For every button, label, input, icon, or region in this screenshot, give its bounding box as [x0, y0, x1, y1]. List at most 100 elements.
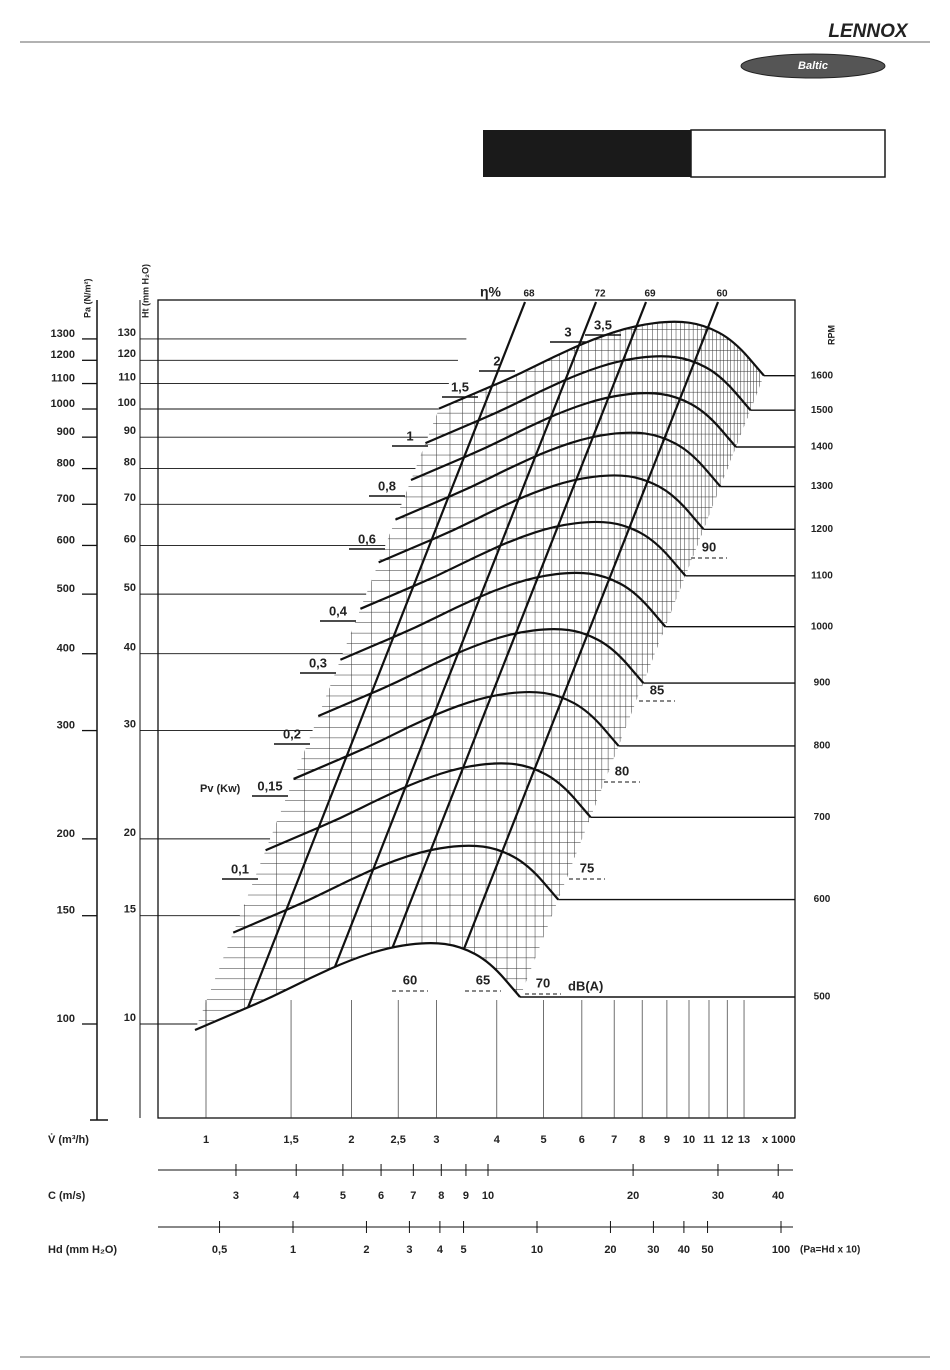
hd-note: (Pa=Hd x 10)	[800, 1245, 860, 1256]
hd-tick-label: 20	[604, 1244, 616, 1256]
power-label: Pv (Kw)	[200, 783, 241, 795]
pa-tick-label: 1300	[51, 328, 75, 340]
rpm-value: 1100	[811, 570, 833, 581]
noise-value: 85	[650, 682, 664, 697]
c-tick-label: 4	[293, 1190, 300, 1202]
x-tick-label: 12	[721, 1134, 733, 1146]
efficiency-value: 69	[644, 289, 656, 300]
hd-tick-label: 1	[290, 1244, 296, 1256]
fan-curve	[378, 474, 705, 564]
c-tick-label: 8	[438, 1190, 444, 1202]
noise-value: 60	[403, 972, 417, 987]
rpm-value: 600	[814, 894, 831, 905]
power-value: 2	[493, 353, 500, 368]
c-tick-label: 9	[463, 1190, 469, 1202]
power-value: 0,4	[329, 603, 348, 618]
fan-curve	[232, 844, 560, 934]
x-tick-label: 6	[579, 1134, 585, 1146]
pa-tick-label: 1200	[51, 349, 75, 361]
power-value: 0,15	[257, 778, 282, 793]
ht-tick-label: 80	[124, 457, 136, 469]
hd-label: Hd (mm H₂O)	[48, 1244, 117, 1256]
c-tick-label: 30	[712, 1190, 724, 1202]
ht-tick-label: 15	[124, 904, 136, 916]
c-tick-label: 10	[482, 1190, 494, 1202]
power-value: 1,5	[451, 379, 469, 394]
rpm-value: 1300	[811, 481, 834, 492]
ht-tick-label: 40	[124, 642, 136, 654]
rpm-value: 500	[814, 992, 831, 1003]
noise-value: 90	[702, 539, 716, 554]
noise-label: dB(A)	[568, 978, 603, 993]
c-tick-label: 3	[233, 1190, 239, 1202]
c-tick-label: 40	[772, 1190, 784, 1202]
x-tick-label: 13	[738, 1134, 750, 1146]
hd-tick-label: 10	[531, 1244, 543, 1256]
efficiency-label: η%	[480, 284, 502, 300]
hd-tick-label: 30	[647, 1244, 659, 1256]
pa-tick-label: 150	[57, 905, 75, 917]
fan-curve	[394, 431, 722, 521]
x-tick-label: 10	[683, 1134, 695, 1146]
ht-label: Ht (mm H₂O)	[140, 264, 150, 318]
x-tick-label: 11	[703, 1134, 715, 1146]
pa-tick-label: 600	[57, 534, 75, 546]
c-tick-label: 7	[410, 1190, 416, 1202]
power-value: 0,2	[283, 726, 301, 741]
x-unit: x 1000	[762, 1134, 796, 1146]
hd-tick-label: 50	[701, 1244, 713, 1256]
ht-tick-label: 70	[124, 492, 136, 504]
ht-tick-label: 90	[124, 425, 136, 437]
pa-label: Pa (N/m²)	[82, 278, 92, 318]
x-tick-label: 1	[203, 1134, 209, 1146]
pa-tick-label: 100	[57, 1013, 75, 1025]
x-tick-label: 7	[611, 1134, 617, 1146]
rpm-value: 1600	[811, 370, 834, 381]
noise-value: 75	[580, 860, 594, 875]
power-value: 1	[406, 428, 413, 443]
noise-value: 80	[615, 763, 629, 778]
c-tick-label: 20	[627, 1190, 639, 1202]
rpm-value: 1500	[811, 405, 834, 416]
pa-tick-label: 500	[57, 583, 75, 595]
x-tick-label: 2	[348, 1134, 354, 1146]
fan-curve	[359, 520, 687, 610]
pa-tick-label: 700	[57, 493, 75, 505]
ht-tick-label: 60	[124, 533, 136, 545]
series-name: Baltic	[798, 60, 828, 72]
x-tick-label: 2,5	[391, 1134, 406, 1146]
ht-tick-label: 100	[118, 397, 136, 409]
fan-curve	[425, 355, 752, 445]
rpm-value: 800	[814, 741, 831, 752]
model-box	[483, 130, 691, 177]
ht-tick-label: 30	[124, 718, 136, 730]
pa-tick-label: 200	[57, 828, 75, 840]
series-badge	[740, 53, 886, 79]
rpm-label: RPM	[826, 325, 836, 345]
x-tick-label: 1,5	[283, 1134, 298, 1146]
fan-curve	[194, 942, 521, 1032]
rpm-value: 1200	[811, 524, 834, 535]
pa-tick-label: 800	[57, 458, 75, 470]
x-tick-label: 9	[664, 1134, 670, 1146]
efficiency-line	[198, 301, 527, 1030]
fan-curve	[438, 320, 765, 410]
hd-tick-label: 4	[437, 1244, 444, 1256]
power-value: 0,8	[378, 478, 396, 493]
ht-tick-label: 50	[124, 582, 136, 594]
power-value: 3	[564, 324, 571, 339]
x-tick-label: 4	[494, 1134, 501, 1146]
ht-tick-label: 120	[118, 348, 136, 360]
fan-curve	[410, 392, 737, 482]
pa-tick-label: 900	[57, 426, 75, 438]
noise-value: 70	[536, 975, 550, 990]
power-value: 0,1	[231, 861, 249, 876]
fan-curve	[339, 571, 667, 661]
fan-curve	[317, 628, 645, 718]
ht-tick-label: 110	[118, 371, 136, 383]
model-box-blank	[690, 129, 886, 178]
ht-tick-label: 10	[124, 1012, 136, 1024]
pa-tick-label: 1000	[51, 398, 75, 410]
ht-tick-label: 20	[124, 827, 136, 839]
